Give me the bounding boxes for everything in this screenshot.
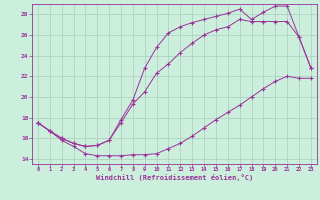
X-axis label: Windchill (Refroidissement éolien,°C): Windchill (Refroidissement éolien,°C): [96, 174, 253, 181]
